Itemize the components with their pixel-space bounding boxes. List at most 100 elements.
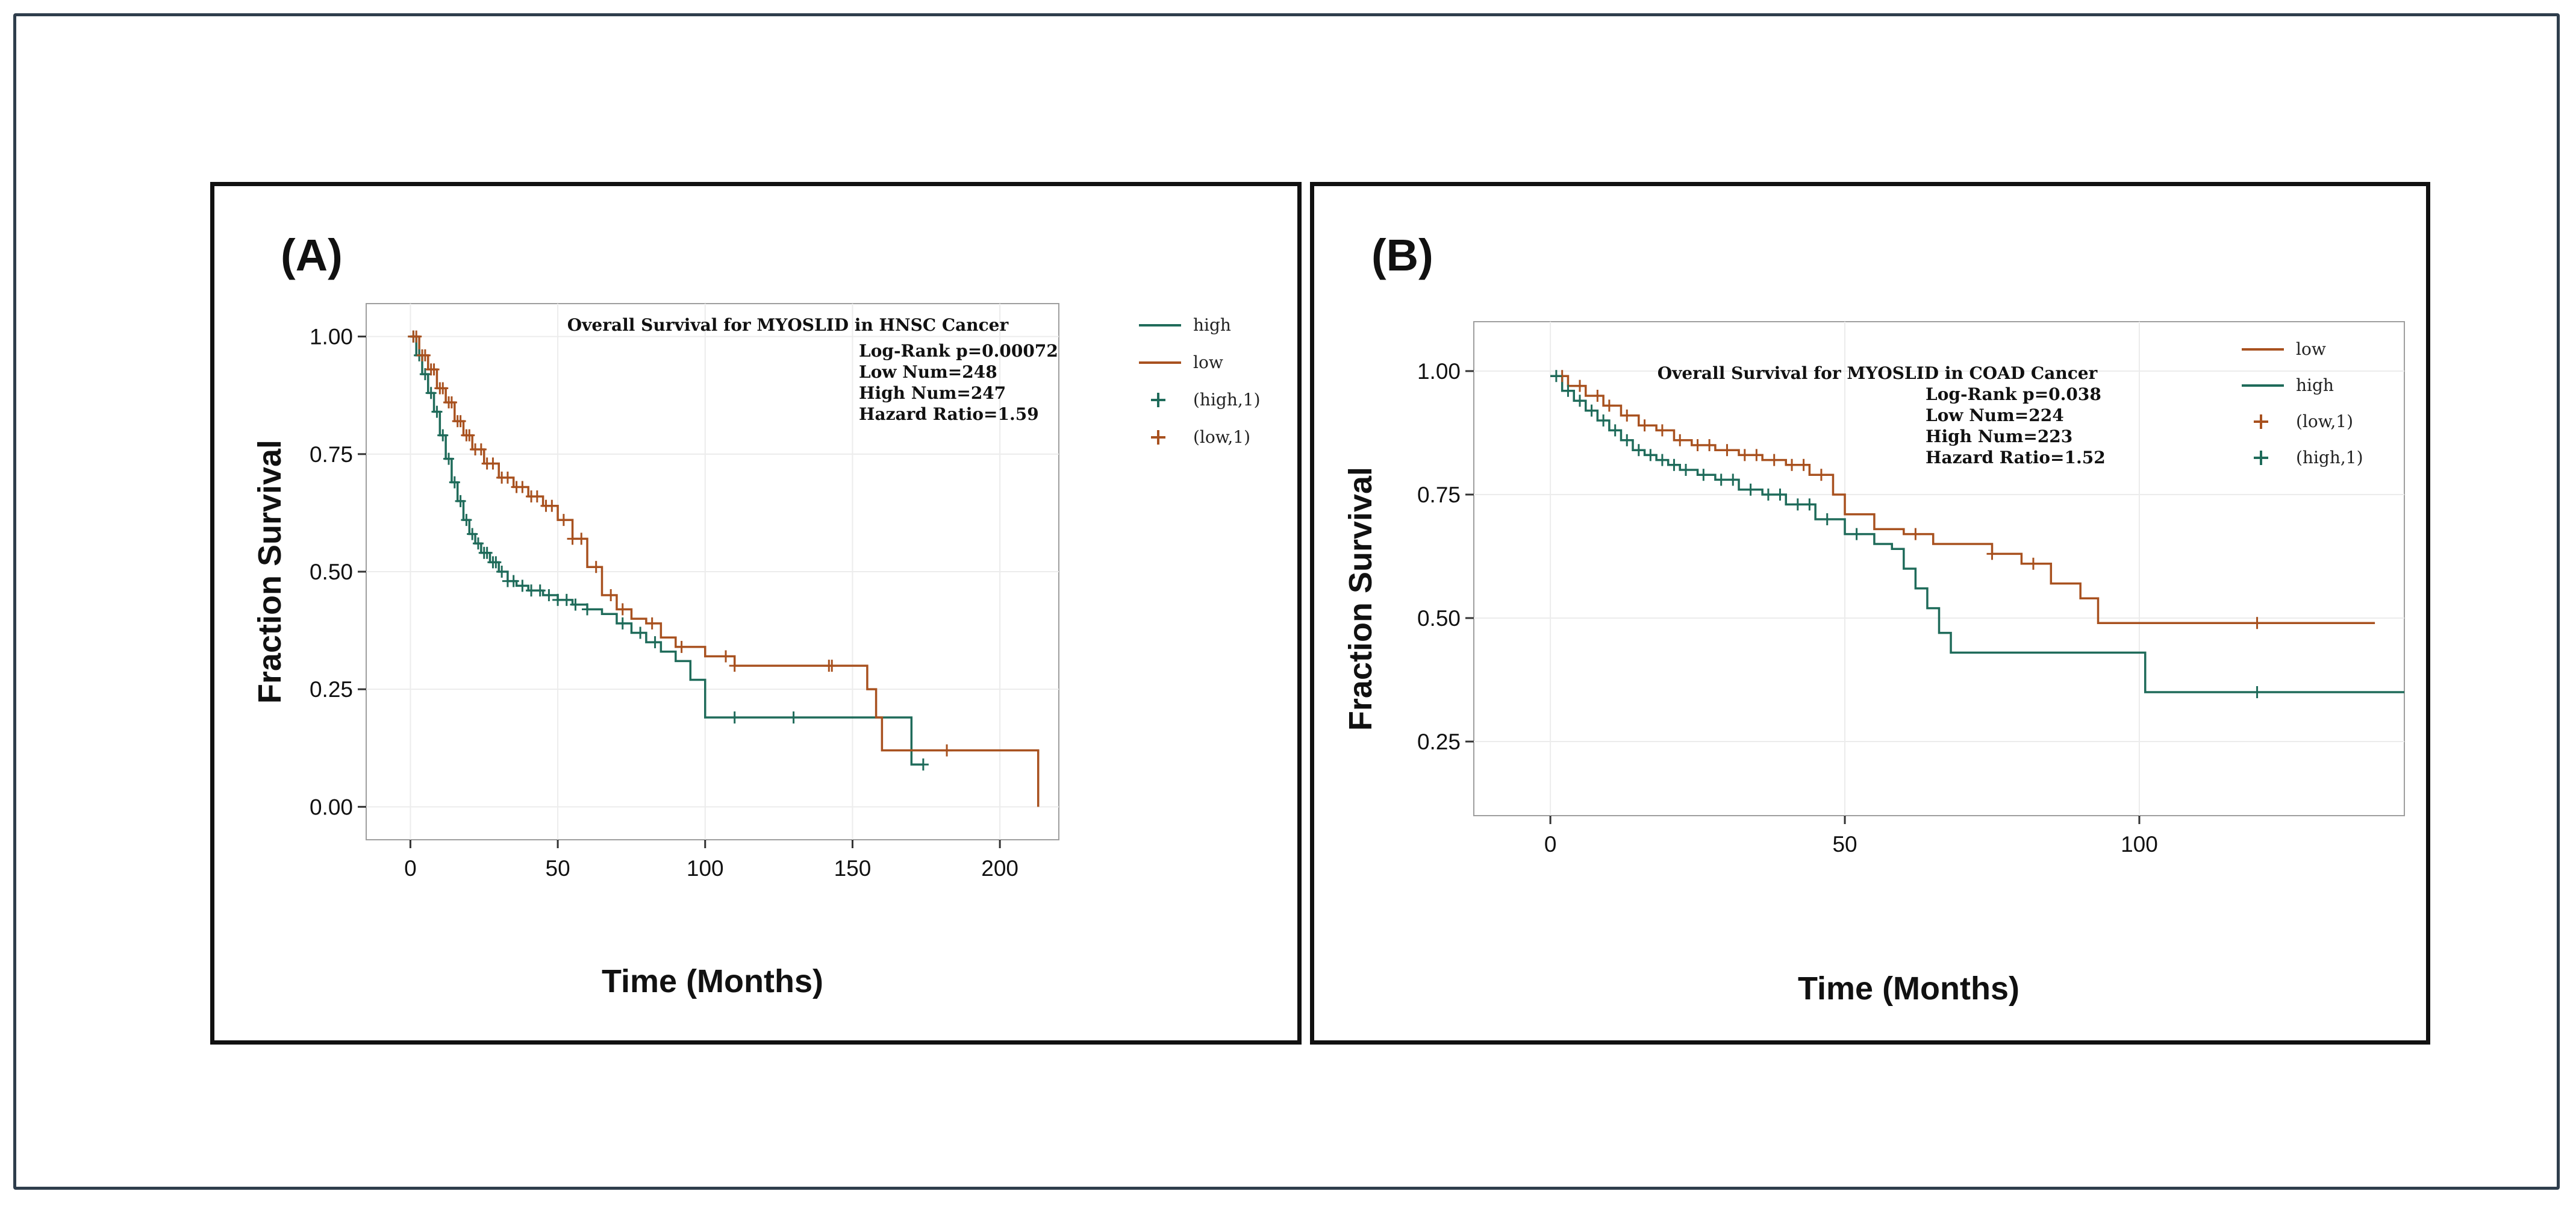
censor-mark-high-b (1645, 449, 1656, 461)
censor-mark-low-b (1768, 454, 1780, 466)
censor-mark-low-a (517, 481, 528, 493)
censor-mark-low-b (1751, 449, 1762, 461)
censor-mark-low-b (1603, 399, 1615, 412)
censor-mark-high-b (1745, 483, 1756, 496)
censor-mark-high-b (1633, 444, 1644, 457)
legend-label-b: (low,1) (2296, 411, 2353, 431)
censor-mark-high-a (431, 405, 443, 418)
censor-mark-low-a (531, 490, 543, 503)
censor-mark-high-a (582, 603, 593, 616)
annotation-high-num-a: High Num=247 (859, 383, 1006, 403)
x-tick-label-b: 0 (1544, 832, 1557, 857)
censor-mark-high-a (481, 546, 493, 559)
censor-mark-low-a (428, 363, 440, 376)
censor-mark-low-a (502, 471, 513, 484)
panel-b: (B) 0 50 100 0.25 0.50 0.75 1.00 Overall Survi… (1310, 182, 2430, 1045)
panel-label-a: (A) (281, 230, 343, 280)
annotation-logrank-b: Log-Rank p=0.038 (1926, 384, 2101, 404)
censor-mark-high-b (1656, 454, 1668, 466)
censor-mark-low-b (1656, 424, 1668, 437)
censor-mark-high-a (561, 593, 572, 606)
censor-mark-high-b (1598, 414, 1609, 426)
censor-mark-low-a (437, 382, 449, 395)
x-tick-label-a: 150 (834, 856, 872, 881)
censor-mark-low-a (558, 514, 569, 526)
censor-mark-high-a (729, 711, 740, 724)
y-tick-label-b: 0.25 (1417, 730, 1461, 754)
censor-mark-low-a (475, 443, 487, 456)
censor-mark-low-a (576, 533, 587, 545)
legend-label-a: low (1193, 352, 1223, 372)
plot-area-b (1473, 321, 2405, 816)
censor-mark-low-b (1592, 390, 1603, 402)
censor-mark-high-a (496, 566, 508, 578)
censor-mark-high-b (1562, 384, 1574, 397)
y-axis-label-b: Fraction Survival (1343, 467, 1379, 731)
censor-mark-high-a (570, 598, 581, 611)
chart-title-a: Overall Survival for MYOSLID in HNSC Can… (567, 315, 1009, 335)
annotation-hazard-ratio-b: Hazard Ratio=1.52 (1926, 448, 2106, 467)
legend-item-a: (high,1) (1151, 390, 1261, 410)
censor-mark-high-b (1792, 498, 1803, 511)
censor-mark-low-b (1986, 548, 1998, 560)
censor-mark-low-a (419, 349, 431, 361)
censor-mark-high-a (517, 580, 528, 592)
legend-item-a: low (1139, 352, 1223, 372)
y-tick-label-a: 0.25 (310, 677, 353, 702)
censor-mark-low-a (646, 617, 658, 630)
legend-item-b: (high,1) (2254, 448, 2363, 467)
censor-mark-high-b (1680, 464, 1692, 476)
censor-mark-low-a (605, 589, 617, 602)
censor-mark-high-b (1574, 395, 1586, 407)
censor-mark-low-b (2027, 557, 2039, 570)
censor-mark-high-a (461, 514, 472, 526)
annotation-logrank-a: Log-Rank p=0.00072 (859, 341, 1058, 361)
chart-a-svg: (A) 0 50 100 150 200 0.00 0.25 0.50 0.75 1.00 Ove… (252, 230, 1261, 999)
censor-mark-high-a (617, 617, 628, 630)
censor-mark-low-a (464, 429, 475, 442)
legend-label-b: high (2296, 375, 2334, 395)
censor-mark-low-a (676, 640, 687, 653)
panel-a: (A) 0 50 100 150 200 0.00 0.25 0.50 0.75 1.00 Ove… (210, 182, 1302, 1045)
censor-mark-low-a (941, 744, 953, 757)
x-axis-label-b: Time (Months) (1798, 970, 2019, 1007)
chart-b-svg: (B) 0 50 100 0.25 0.50 0.75 1.00 Overall Survi… (1343, 230, 2405, 1007)
censor-mark-low-a (455, 415, 466, 428)
censor-mark-low-a (487, 457, 499, 470)
y-tick-label-b: 1.00 (1417, 359, 1461, 384)
x-tick-label-a: 100 (687, 856, 724, 881)
censor-mark-high-a (635, 626, 646, 639)
censor-mark-low-a (411, 330, 422, 343)
annotation-high-num-b: High Num=223 (1926, 426, 2072, 446)
y-tick-label-b: 0.50 (1417, 606, 1461, 631)
censor-mark-low-b (1621, 409, 1633, 422)
censor-mark-high-b (1727, 473, 1739, 486)
y-tick-label-a: 1.00 (310, 325, 353, 349)
censor-mark-high-a (788, 711, 799, 724)
censor-mark-low-a (546, 499, 558, 512)
censor-mark-low-b (1704, 439, 1715, 451)
censor-mark-high-a (490, 556, 502, 569)
censor-mark-high-b (1851, 528, 1862, 540)
censor-mark-low-b (1692, 439, 1703, 451)
censor-mark-low-b (1786, 458, 1798, 471)
censor-mark-high-a (543, 589, 555, 602)
legend-label-b: low (2296, 339, 2326, 359)
censor-mark-high-a (425, 387, 437, 399)
legend-label-a: high (1193, 315, 1231, 335)
censor-mark-low-a (720, 650, 732, 663)
censor-mark-low-b (2251, 617, 2263, 630)
y-axis-label-a: Fraction Survival (252, 440, 288, 704)
censor-mark-high-b (1621, 434, 1633, 446)
panel-label-b: (B) (1371, 230, 1433, 280)
censor-mark-low-a (446, 396, 457, 408)
censor-mark-high-a (419, 368, 431, 381)
annotation-hazard-ratio-a: Hazard Ratio=1.59 (859, 404, 1039, 424)
censor-mark-low-b (1739, 449, 1750, 461)
legend-label-a: (high,1) (1193, 390, 1261, 410)
censor-mark-low-b (1674, 434, 1686, 446)
censor-mark-low-a (729, 660, 740, 672)
y-tick-label-b: 0.75 (1417, 483, 1461, 507)
censor-mark-high-b (1774, 489, 1786, 501)
censor-mark-high-b (2251, 686, 2263, 698)
